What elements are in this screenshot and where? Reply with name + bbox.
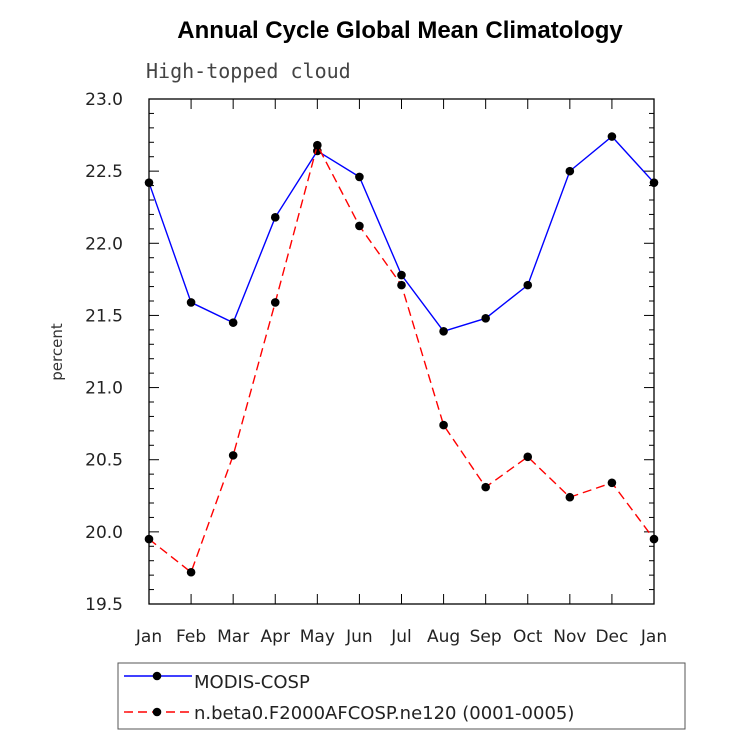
legend-sample-model bbox=[124, 707, 192, 717]
legend-label-modis: MODIS-COSP bbox=[194, 672, 310, 693]
x-tick-label: Feb bbox=[176, 627, 206, 647]
x-tick-labels: Jan Feb Mar Apr May Jun Jul Aug Sep Oct … bbox=[135, 627, 667, 647]
data-point bbox=[228, 318, 238, 327]
plot-frame bbox=[148, 98, 655, 605]
x-tick-label: Mar bbox=[217, 627, 249, 647]
data-point bbox=[565, 166, 575, 176]
series-0 bbox=[144, 132, 659, 336]
y-axis-label: percent bbox=[48, 323, 66, 381]
y-tick-label: 21.0 bbox=[85, 379, 123, 399]
data-point bbox=[355, 221, 364, 231]
series-line bbox=[148, 135, 655, 333]
x-tick-label: Sep bbox=[470, 627, 502, 647]
x-tick-label: Apr bbox=[261, 627, 290, 647]
data-point bbox=[270, 213, 280, 222]
y-tick-label: 20.0 bbox=[85, 523, 123, 543]
legend: MODIS-COSP n.beta0.F2000AFCOSP.ne120 (00… bbox=[117, 662, 686, 730]
x-tick-label: Nov bbox=[553, 627, 586, 647]
y-tick-label: 20.5 bbox=[85, 451, 123, 471]
data-point bbox=[481, 482, 490, 492]
y-tick-label: 21.5 bbox=[85, 306, 123, 326]
x-tick-label: Aug bbox=[427, 627, 460, 647]
y-tick-label: 22.0 bbox=[85, 234, 123, 254]
y-tick-label: 22.5 bbox=[85, 162, 123, 182]
data-point bbox=[397, 280, 406, 290]
legend-marker bbox=[152, 707, 162, 717]
data-point bbox=[439, 327, 448, 336]
x-tick-label: May bbox=[300, 627, 335, 647]
y-tick-labels: 19.5 20.0 20.5 21.0 21.5 22.0 22.5 23.0 bbox=[85, 90, 123, 615]
series-line bbox=[148, 143, 655, 574]
data-point bbox=[565, 492, 575, 502]
data-point bbox=[523, 280, 533, 290]
data-point bbox=[481, 314, 490, 323]
axis-ticks bbox=[148, 98, 655, 605]
y-tick-label: 23.0 bbox=[85, 90, 123, 110]
series-layer bbox=[144, 132, 659, 577]
chart-subtitle: High-topped cloud bbox=[146, 59, 351, 83]
data-point bbox=[228, 451, 238, 460]
y-tick-label: 19.5 bbox=[85, 595, 123, 615]
data-point bbox=[186, 298, 196, 307]
data-point bbox=[439, 420, 448, 430]
x-tick-label: Oct bbox=[513, 627, 543, 647]
data-point bbox=[355, 172, 364, 182]
legend-sample-modis bbox=[124, 671, 192, 681]
data-point bbox=[607, 132, 617, 141]
data-point bbox=[397, 270, 406, 280]
x-tick-label: Jan bbox=[135, 627, 162, 647]
legend-marker bbox=[152, 671, 162, 681]
data-point bbox=[270, 298, 280, 307]
data-point bbox=[313, 140, 322, 150]
x-tick-label: Jan bbox=[640, 627, 667, 647]
chart-title: Annual Cycle Global Mean Climatology bbox=[177, 17, 623, 44]
data-point bbox=[523, 452, 533, 462]
x-tick-label: Jun bbox=[345, 627, 373, 647]
data-point bbox=[186, 567, 196, 577]
series-1 bbox=[144, 140, 659, 577]
data-point bbox=[607, 478, 617, 488]
x-tick-label: Jul bbox=[390, 627, 412, 647]
x-tick-label: Dec bbox=[595, 627, 628, 647]
legend-label-model: n.beta0.F2000AFCOSP.ne120 (0001-0005) bbox=[194, 703, 574, 724]
legend-box bbox=[117, 662, 686, 730]
